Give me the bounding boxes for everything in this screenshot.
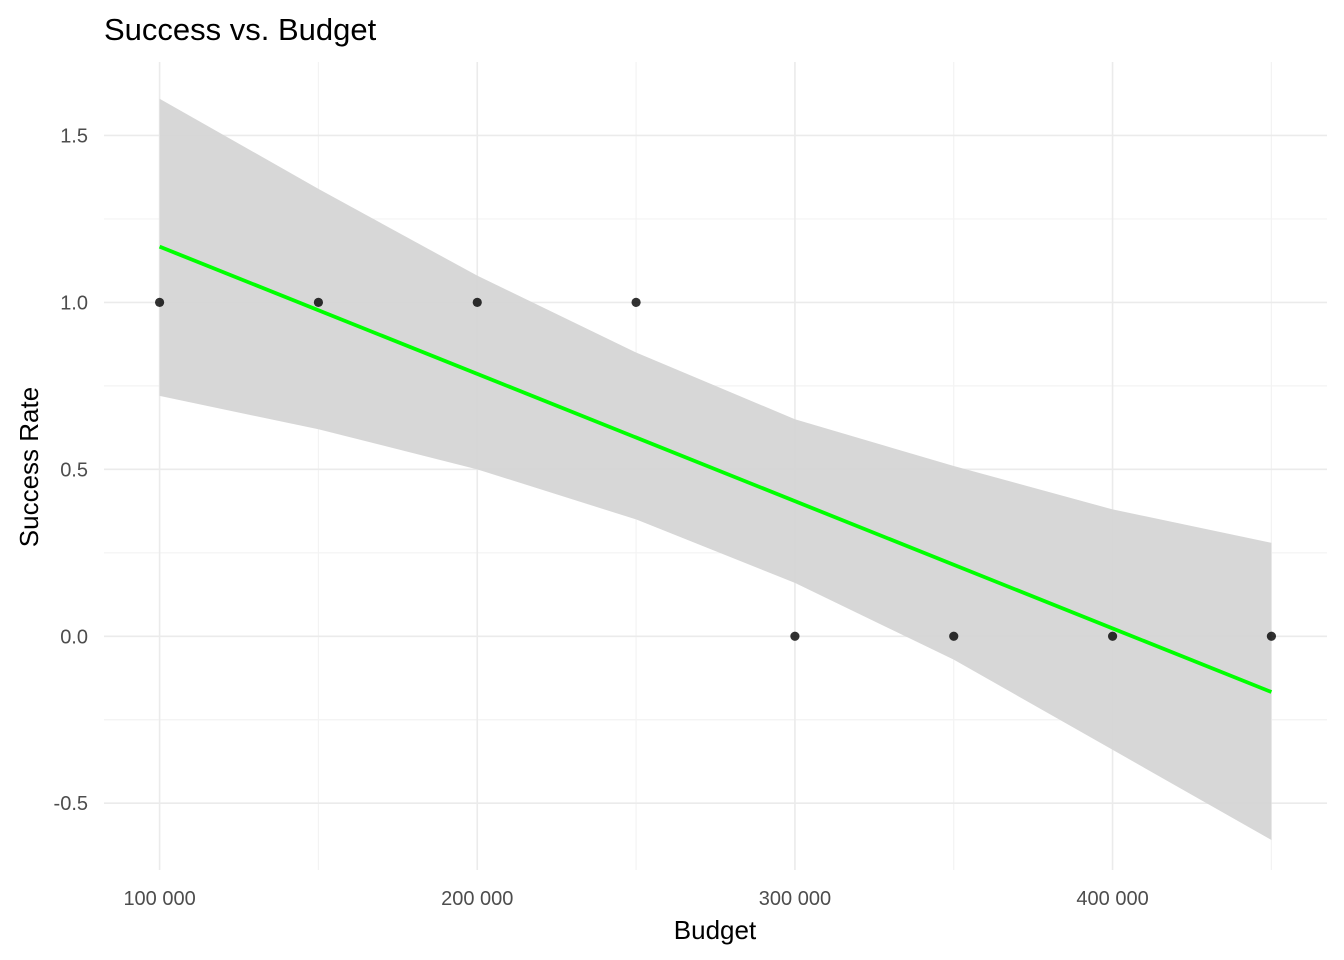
data-point — [790, 631, 800, 641]
y-tick-label: 0.5 — [60, 459, 88, 481]
data-point — [472, 297, 482, 307]
data-point — [154, 297, 165, 307]
data-point — [631, 297, 641, 307]
x-tick-label: 400 000 — [1076, 888, 1148, 910]
x-tick-label: 100 000 — [123, 888, 195, 910]
data-point — [1266, 631, 1277, 641]
y-tick-label: 0.0 — [60, 626, 88, 648]
x-tick-label: 300 000 — [759, 888, 831, 910]
data-points — [154, 297, 1277, 641]
data-point — [313, 297, 324, 307]
x-tick-labels: 100 000 200 000 300 000 400 000 — [123, 888, 1148, 910]
data-point — [1107, 631, 1118, 641]
trend-line — [158, 244, 1273, 694]
y-axis-title: Success Rate — [14, 387, 44, 547]
chart-title: Success vs. Budget — [104, 12, 377, 47]
y-tick-label: -0.5 — [54, 793, 88, 815]
x-tick-label: 200 000 — [441, 888, 513, 910]
x-axis-title: Budget — [674, 915, 757, 945]
y-tick-label: 1.5 — [60, 125, 88, 147]
y-tick-labels: -0.5 0.0 0.5 1.0 1.5 — [54, 125, 88, 815]
y-tick-label: 1.0 — [60, 292, 88, 314]
data-point — [949, 631, 959, 641]
